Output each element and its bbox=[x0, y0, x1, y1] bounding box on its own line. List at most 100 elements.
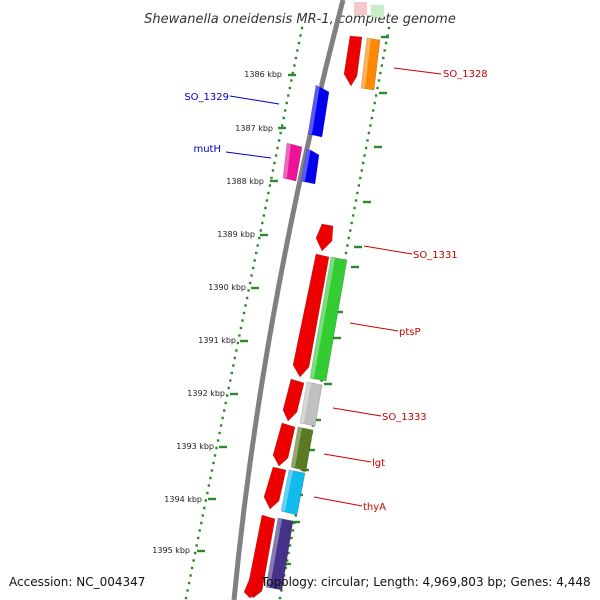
ruler-dot bbox=[270, 176, 273, 180]
ruler-dot bbox=[386, 34, 389, 37]
gene-block-partial-top bbox=[371, 5, 384, 17]
ruler-dot bbox=[245, 296, 249, 300]
ruler-dot bbox=[268, 184, 272, 187]
ruler-dot bbox=[197, 536, 200, 540]
gene-arrow-forward-inner bbox=[282, 378, 305, 422]
gene-highlight bbox=[291, 427, 302, 467]
ruler-dot bbox=[277, 139, 281, 142]
gene-arrow-forward-inner bbox=[263, 466, 287, 510]
ruler-dot bbox=[255, 251, 258, 255]
ruler-dot bbox=[242, 311, 246, 315]
ruler-dot bbox=[362, 161, 365, 165]
gene-track bbox=[243, 2, 384, 599]
tick-label: 1393 kbp bbox=[176, 442, 214, 451]
ruler-dot bbox=[351, 214, 355, 217]
ruler-dot bbox=[276, 146, 279, 150]
ruler-dot bbox=[282, 116, 285, 120]
ruler-tick bbox=[288, 73, 296, 77]
ruler-dot bbox=[215, 446, 218, 450]
ruler-dot bbox=[294, 56, 298, 60]
ruler-dash bbox=[283, 562, 291, 566]
ruler-dot bbox=[347, 236, 350, 240]
ruler-dot bbox=[383, 49, 386, 52]
accession-text: Accession: NC_004347 bbox=[9, 575, 145, 589]
ruler-dot bbox=[349, 229, 352, 232]
ruler-dot bbox=[359, 176, 362, 180]
ruler-dot bbox=[370, 116, 373, 120]
ruler-dot bbox=[377, 79, 381, 82]
tick-label: 1394 kbp bbox=[164, 495, 202, 504]
ruler-dot bbox=[201, 514, 204, 517]
ruler-dot bbox=[384, 41, 388, 45]
ruler-dot bbox=[219, 424, 223, 427]
gene-arrow-forward-inner bbox=[243, 577, 260, 599]
label-leader-line bbox=[332, 407, 382, 417]
gene-label-mutH: mutH bbox=[193, 144, 221, 155]
gene-label-SO_1331: SO_1331 bbox=[413, 250, 458, 261]
ruler-dot bbox=[187, 581, 191, 585]
ruler-dot bbox=[210, 469, 214, 472]
ruler-dash bbox=[292, 520, 300, 524]
ruler-tick bbox=[197, 549, 205, 553]
label-leader-line bbox=[349, 322, 399, 332]
ruler-dot bbox=[212, 461, 215, 465]
ruler-dash bbox=[324, 382, 332, 386]
gene-block-SO_1328 bbox=[360, 37, 381, 91]
tick-label: 1387 kbp bbox=[235, 124, 273, 133]
ruler-dot bbox=[264, 206, 267, 210]
ruler-dot bbox=[290, 79, 293, 82]
ruler-dot bbox=[369, 124, 372, 127]
ruler-dot bbox=[204, 499, 207, 502]
gene-highlight bbox=[281, 470, 293, 511]
gene-block-ptsP bbox=[309, 256, 348, 382]
gene-arrow-reverse-unnamed bbox=[300, 147, 320, 185]
ruler-dot bbox=[216, 439, 220, 442]
ruler-dot bbox=[247, 289, 250, 292]
ruler-dot bbox=[192, 559, 195, 562]
ruler-dash bbox=[379, 91, 387, 95]
ruler-dash bbox=[333, 336, 341, 340]
gene-block-SO_1333 bbox=[299, 381, 323, 427]
gene-arrow-forward-inner bbox=[343, 35, 363, 87]
ruler-dot bbox=[380, 64, 383, 67]
ruler-dot bbox=[296, 49, 299, 52]
ruler-dot bbox=[236, 341, 240, 345]
tick-label: 1389 kbp bbox=[217, 230, 255, 239]
gene-label-thyA: thyA bbox=[363, 502, 386, 513]
ruler-dot bbox=[379, 71, 382, 75]
gene-label-SO_1333: SO_1333 bbox=[382, 412, 427, 423]
ruler-dot bbox=[363, 154, 366, 157]
tick-label: 1391 kbp bbox=[198, 336, 236, 345]
ruler-dot bbox=[229, 379, 232, 382]
ruler-dash bbox=[381, 35, 389, 39]
ruler-dot bbox=[273, 161, 276, 165]
ruler-dot bbox=[258, 236, 261, 240]
scale-ticks-left: 1386 kbp 1387 kbp 1388 kbp 1389 kbp 1390 kbp… bbox=[152, 70, 296, 555]
ruler-tick bbox=[270, 179, 278, 183]
ruler-dot bbox=[299, 34, 302, 37]
ruler-dot bbox=[267, 191, 270, 195]
ruler-dot bbox=[248, 281, 252, 285]
ruler-dot bbox=[288, 86, 291, 90]
ruler-dot bbox=[241, 319, 244, 322]
gene-highlight bbox=[266, 518, 282, 587]
ruler-dot bbox=[284, 109, 287, 112]
tick-label: 1388 kbp bbox=[226, 177, 264, 186]
label-leader-line bbox=[225, 151, 272, 159]
ruler-dot bbox=[252, 266, 255, 270]
ruler-dot bbox=[374, 94, 378, 97]
ruler-dot bbox=[293, 64, 296, 67]
ruler-dot bbox=[203, 506, 206, 510]
ruler-dot bbox=[206, 491, 209, 495]
ruler-dot bbox=[261, 221, 264, 225]
ruler-dot bbox=[294, 514, 297, 517]
ruler-dash bbox=[351, 265, 359, 269]
ruler-dot bbox=[265, 199, 269, 202]
label-leaders bbox=[225, 67, 442, 507]
ruler-dot bbox=[350, 221, 353, 225]
ruler-dot bbox=[232, 364, 235, 367]
ruler-dot bbox=[262, 214, 265, 217]
ruler-dot bbox=[223, 409, 226, 412]
topology-text: Topology: circular; Length: 4,969,803 bp… bbox=[260, 575, 591, 589]
ruler-dot bbox=[297, 41, 301, 45]
